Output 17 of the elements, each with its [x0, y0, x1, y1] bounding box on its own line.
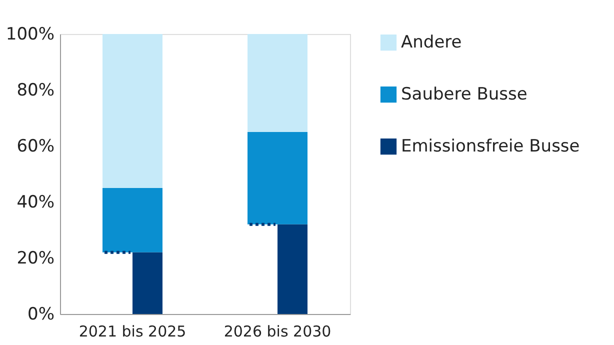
legend-label: Emissionsfreie Busse [401, 136, 580, 156]
y-tick-label: 20% [16, 248, 54, 268]
bar [102, 188, 162, 252]
y-tick-label: 80% [16, 80, 54, 100]
y-tick-label: 100% [6, 24, 54, 44]
y-tick-label: 0% [28, 304, 54, 324]
bar [102, 34, 162, 188]
bar [248, 132, 308, 224]
x-tick-label: 2026 bis 2030 [224, 322, 332, 340]
bar [248, 34, 308, 132]
bar [278, 224, 308, 314]
y-tick-label: 60% [16, 136, 54, 156]
legend-label: Andere [401, 32, 462, 52]
legend-label: Saubere Busse [401, 84, 528, 104]
bar [132, 252, 162, 314]
x-tick-label: 2021 bis 2025 [78, 322, 186, 340]
y-tick-label: 40% [16, 192, 54, 212]
